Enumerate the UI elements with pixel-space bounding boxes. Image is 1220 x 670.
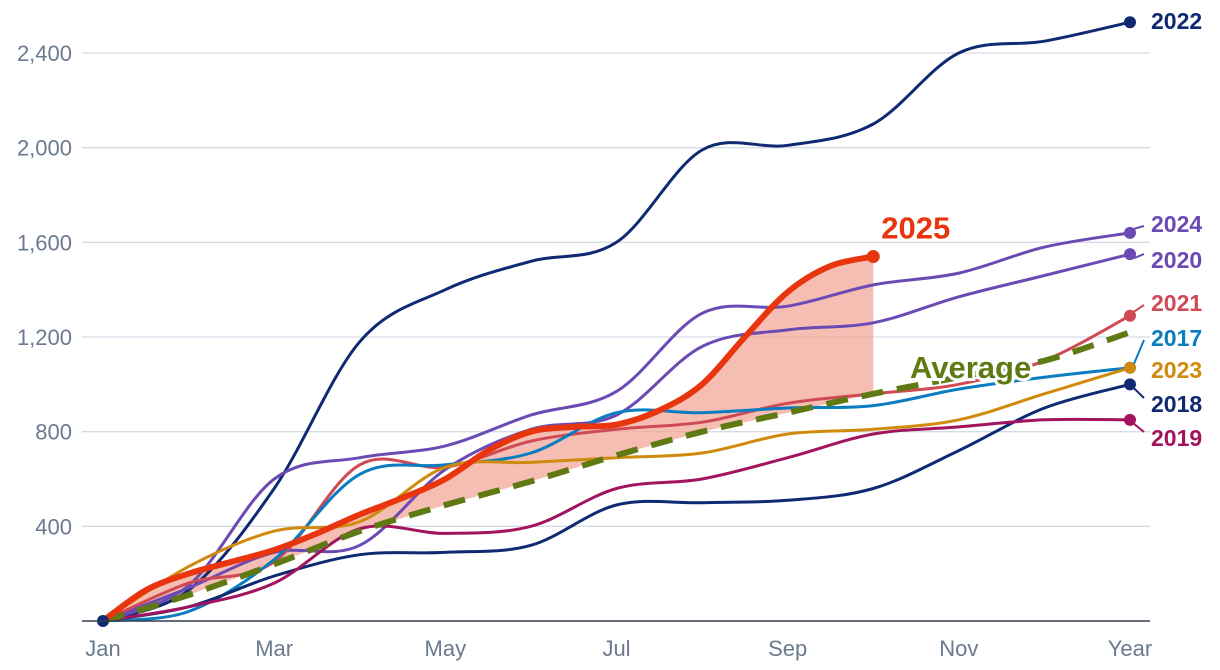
- label-leader-2024: [1133, 225, 1145, 230]
- series-label-average: Average: [910, 350, 1031, 385]
- x-tick-label: Nov: [939, 636, 978, 661]
- gridlines: [82, 52, 1150, 527]
- series-label-2023: 2023: [1151, 357, 1202, 383]
- x-tick-label: Mar: [255, 636, 293, 661]
- series-end-dot-2025: [866, 250, 880, 264]
- y-tick-label: 800: [35, 420, 72, 445]
- axes: 400 800 1,200 1,600 2,000 2,400 Jan Mar May Jul Se…: [17, 41, 1152, 661]
- series-line-2023: [101, 366, 1132, 623]
- series-line-2025: [100, 253, 877, 624]
- x-tick-label: Year: [1108, 636, 1152, 661]
- shaded-gap-area: [103, 256, 874, 621]
- series-line-2018: [101, 382, 1132, 623]
- series-label-2018: 2018: [1151, 391, 1202, 417]
- series-end-dot-2019: [1124, 413, 1136, 426]
- y-tick-label: 1,200: [17, 325, 72, 350]
- x-tick-label: May: [425, 636, 467, 661]
- series-end-dot-2024: [1124, 226, 1136, 239]
- y-tick-label: 2,000: [17, 136, 72, 161]
- x-tick-label: Jan: [85, 636, 120, 661]
- x-tick-label: Jul: [602, 636, 630, 661]
- shaded-area-2025-vs-average: [103, 256, 874, 621]
- series-end-dot-2018: [1124, 378, 1136, 391]
- series-end-dot-2022: [1124, 16, 1136, 29]
- x-tick-label: Sep: [768, 636, 807, 661]
- series-lines: [97, 16, 1136, 627]
- series-end-dot-2023: [1124, 361, 1136, 374]
- series-line-2017: [101, 366, 1132, 623]
- series-label-2024: 2024: [1151, 211, 1202, 237]
- label-leader-2017: [1133, 339, 1145, 365]
- series-label-2022: 2022: [1151, 8, 1202, 34]
- series-labels: 2022 2024 2020 2021 2017 2023 2018 2019 2025 Aver…: [881, 8, 1202, 451]
- series-end-dot-2020: [1124, 248, 1136, 261]
- y-tick-label: 400: [35, 514, 72, 539]
- series-label-2017: 2017: [1151, 325, 1202, 351]
- series-label-2020: 2020: [1151, 247, 1202, 273]
- series-line-average: [102, 329, 1131, 624]
- y-tick-label: 1,600: [17, 230, 72, 255]
- label-leader-2019: [1133, 423, 1145, 433]
- label-leader-2021: [1133, 304, 1145, 313]
- series-line-2022: [101, 20, 1132, 623]
- series-end-dot-2021: [1124, 309, 1136, 322]
- series-label-2021: 2021: [1151, 290, 1202, 316]
- series-line-2019: [101, 417, 1132, 623]
- series-label-2019: 2019: [1151, 425, 1202, 451]
- label-leader-2020: [1133, 253, 1145, 260]
- series-label-2025: 2025: [881, 211, 950, 246]
- series-line-2024: [101, 231, 1132, 623]
- label-leader-2018: [1133, 387, 1145, 399]
- y-tick-label: 2,400: [17, 41, 72, 66]
